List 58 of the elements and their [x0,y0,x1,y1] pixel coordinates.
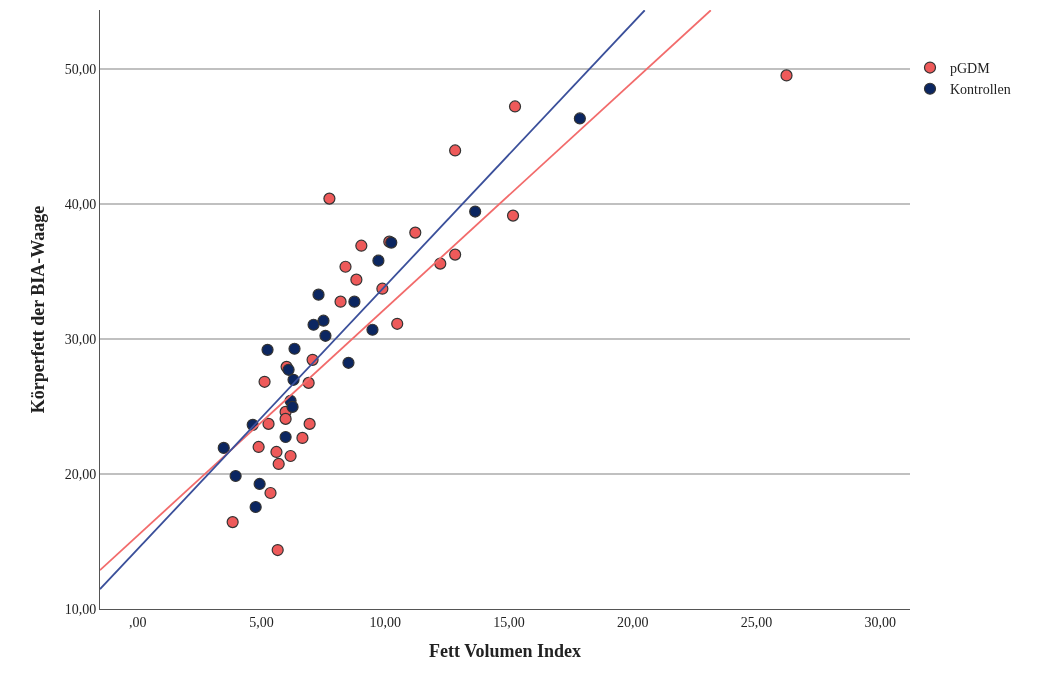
point [264,486,277,500]
x-tick-label: ,00 [129,614,147,630]
point [780,69,793,82]
point [261,343,274,356]
point [217,441,230,455]
y-tick-label: 30,00 [64,332,97,348]
point [284,449,297,463]
x-tick-label: 15,00 [493,614,525,630]
point [319,329,332,342]
point [272,457,285,471]
point [573,112,586,125]
point [350,273,363,286]
y-tick-label: 40,00 [64,197,97,213]
point [229,469,242,483]
point [348,295,361,308]
x-tick-label: 10,00 [369,614,402,630]
point [253,477,266,491]
x-tick-label: 30,00 [864,614,897,630]
point [258,375,271,388]
point [469,205,482,218]
y-tick-label: 50,00 [64,62,97,78]
point [317,314,330,327]
point [449,144,462,157]
legend-label: Kontrollen [950,82,1011,98]
point [296,431,309,445]
point [312,288,325,301]
point [286,400,299,413]
point [355,239,368,252]
point [334,295,347,308]
point [366,323,379,336]
point [508,100,522,113]
point [449,248,462,261]
point [409,226,422,239]
point [323,192,336,205]
point [270,445,283,459]
y-tick-label: 10,00 [64,601,97,617]
point [303,417,316,430]
point [249,500,262,514]
x-axis-title: Fett Volumen Index [428,640,582,661]
x-tick-label: 25,00 [740,614,773,630]
point [279,412,292,426]
point [339,260,352,273]
point [271,543,284,557]
point [307,318,320,331]
legend-label: pGDM [950,60,991,76]
point [342,356,355,369]
point [288,342,301,355]
x-tick-label: 5,00 [249,614,274,630]
y-tick-label: 20,00 [64,466,97,482]
point [252,440,265,454]
point [391,317,404,330]
x-tick-label: 20,00 [617,614,649,630]
point [372,254,385,267]
point [279,430,292,444]
point [226,516,239,529]
y-axis-title: Körperfett der BIA-Waage [27,205,48,414]
point [506,209,520,222]
point [262,417,275,430]
